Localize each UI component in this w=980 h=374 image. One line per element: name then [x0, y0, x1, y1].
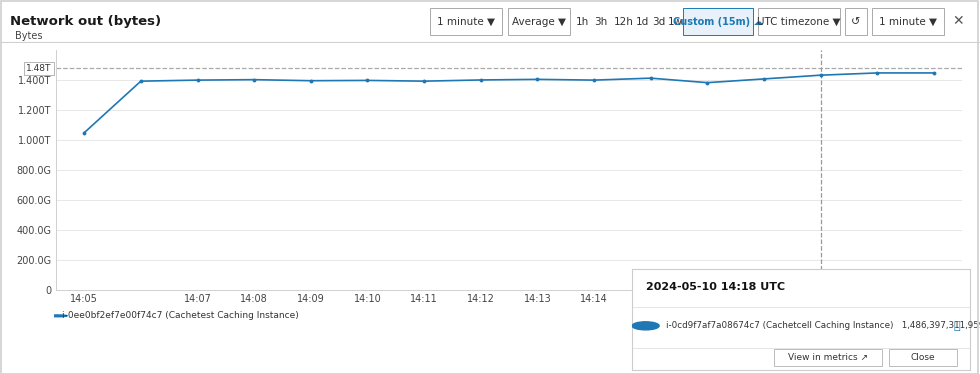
- FancyBboxPatch shape: [508, 8, 570, 35]
- Text: 1w: 1w: [668, 16, 683, 27]
- Text: UTC timezone ▼: UTC timezone ▼: [758, 16, 841, 27]
- Text: ↺: ↺: [852, 16, 860, 27]
- Text: 🔔: 🔔: [954, 321, 960, 331]
- Text: 1.48T: 1.48T: [26, 64, 52, 73]
- Text: 1 minute ▼: 1 minute ▼: [879, 16, 937, 27]
- FancyBboxPatch shape: [430, 8, 502, 35]
- Text: i-0ee0bf2ef7e00f74c7 (Cachetest Caching Instance): i-0ee0bf2ef7e00f74c7 (Cachetest Caching …: [62, 311, 299, 321]
- Text: Close: Close: [910, 353, 935, 362]
- Text: 1h: 1h: [576, 16, 589, 27]
- Circle shape: [48, 315, 67, 317]
- Text: ✕: ✕: [953, 15, 963, 28]
- Text: 3d: 3d: [652, 16, 665, 27]
- Text: Average ▼: Average ▼: [512, 16, 566, 27]
- Text: Bytes: Bytes: [15, 31, 42, 41]
- Text: View in metrics ↗: View in metrics ↗: [788, 353, 868, 362]
- Text: Network out (bytes): Network out (bytes): [10, 15, 161, 28]
- Text: 05-10 14:17: 05-10 14:17: [798, 321, 844, 330]
- Text: 1 minute ▼: 1 minute ▼: [437, 16, 495, 27]
- FancyBboxPatch shape: [774, 349, 882, 366]
- FancyBboxPatch shape: [872, 8, 944, 35]
- Circle shape: [632, 322, 660, 330]
- FancyBboxPatch shape: [683, 8, 753, 35]
- Text: i-0cd9f7af7a08674c7 (Cachetcell Caching Instance)   1,486,397,311,959: i-0cd9f7af7a08674c7 (Cachetcell Caching …: [666, 321, 980, 330]
- Text: Custom (15m) ☁: Custom (15m) ☁: [673, 16, 763, 27]
- FancyBboxPatch shape: [845, 8, 867, 35]
- Text: 2024-05-10 14:18 UTC: 2024-05-10 14:18 UTC: [646, 282, 785, 292]
- FancyBboxPatch shape: [889, 349, 956, 366]
- Text: 3h: 3h: [594, 16, 608, 27]
- Text: 1d: 1d: [636, 16, 650, 27]
- FancyBboxPatch shape: [758, 8, 840, 35]
- Text: 12h: 12h: [614, 16, 634, 27]
